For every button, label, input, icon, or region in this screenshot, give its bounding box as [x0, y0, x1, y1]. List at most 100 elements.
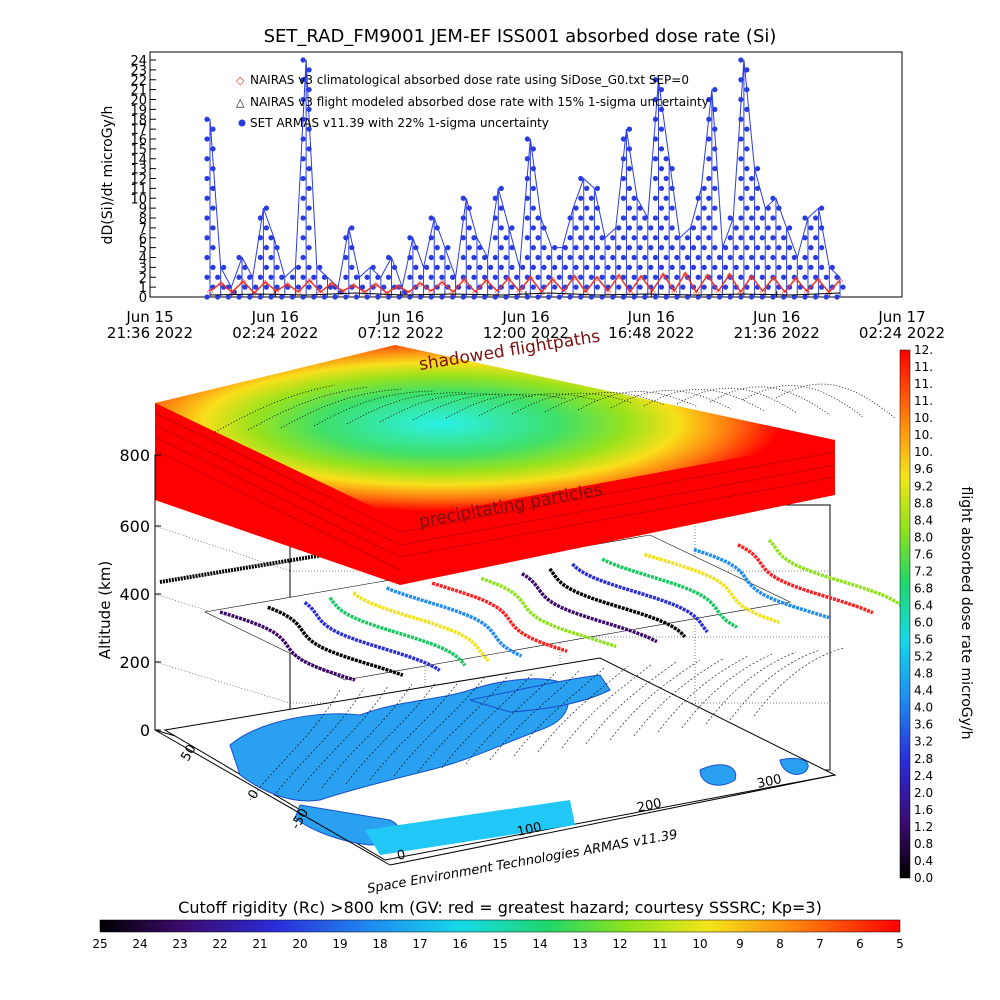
- slab-flightpath: [709, 386, 831, 416]
- dose-colorbar-tick-label: 2.8: [914, 752, 933, 766]
- legend-label-set-armas: SET ARMAS v11.39 with 22% 1-sigma uncert…: [250, 116, 549, 130]
- series-point-set-armas: [204, 254, 210, 261]
- ground-track: [657, 655, 749, 733]
- legend: ◇ NAIRAS v3 climatological absorbed dose…: [236, 73, 709, 130]
- dose-colorbar-tick-label: 11.: [914, 394, 933, 408]
- series-point-set-armas: [407, 294, 413, 300]
- series-point-set-armas: [300, 77, 306, 83]
- dose-colorbar-tick-label: 10.: [914, 411, 933, 425]
- series-point-set-armas: [514, 274, 520, 280]
- series-point-set-armas: [556, 274, 562, 280]
- dose-colorbar-tick-label: 8.0: [914, 530, 933, 544]
- series-point-set-armas: [680, 245, 686, 251]
- dose-colorbar-tick-label: 0.4: [914, 854, 933, 868]
- series-point-set-armas: [706, 156, 712, 162]
- dose-colorbar-tick-label: 3.6: [914, 718, 933, 732]
- y-tick-label: 8: [139, 212, 147, 227]
- rigidity-colorbar-tick-label: 11: [652, 937, 667, 951]
- y-tick-label: 5: [139, 242, 147, 257]
- series-point-set-armas: [573, 205, 579, 211]
- series-point-set-armas: [204, 274, 210, 280]
- series-point-set-armas: [738, 156, 744, 162]
- series-point-set-armas: [588, 274, 595, 280]
- ground-track: [681, 653, 773, 729]
- x-tick-label-3d: 0: [396, 848, 407, 864]
- series-point-set-armas: [829, 264, 835, 270]
- series-point-set-armas: [748, 235, 755, 241]
- slab-flightpath: [775, 383, 897, 420]
- series-point-set-armas: [738, 235, 744, 241]
- series-point-set-armas: [300, 116, 306, 122]
- series-point-set-armas: [567, 254, 573, 261]
- legend-marker-nairas-flight: △: [236, 96, 245, 109]
- series-point-set-armas: [300, 274, 306, 280]
- series-point-set-armas: [584, 264, 590, 270]
- front-edge-right: [389, 774, 836, 866]
- series-point-set-armas: [776, 245, 782, 251]
- series-point-set-armas: [695, 274, 701, 280]
- series-point-set-armas: [808, 245, 814, 251]
- dose-colorbar-tick-label: 2.4: [914, 769, 933, 783]
- series-point-set-armas: [509, 245, 515, 251]
- series-point-set-armas: [759, 274, 765, 280]
- x-tick-label-day: Jun 16: [376, 308, 424, 326]
- series-point-set-armas: [754, 166, 761, 172]
- series-point-set-armas: [274, 284, 280, 290]
- series-point-set-armas: [808, 225, 814, 231]
- series-point-set-armas: [556, 254, 562, 261]
- orbit-track: [328, 596, 467, 667]
- series-point-set-armas: [573, 264, 579, 270]
- series-point-set-armas: [455, 284, 462, 290]
- series-point-set-armas: [321, 274, 328, 280]
- series-point-set-armas: [236, 274, 242, 280]
- series-point-set-armas: [652, 235, 659, 241]
- series-point-set-armas: [317, 264, 323, 270]
- series-point-set-armas: [204, 195, 210, 201]
- series-point-set-armas: [637, 284, 643, 290]
- series-point-set-armas: [215, 274, 221, 280]
- series-point-set-armas: [727, 235, 733, 241]
- y-tick-label: 23: [130, 64, 147, 79]
- x-tick-label-day: Jun 16: [627, 308, 675, 326]
- series-point-set-armas: [637, 245, 643, 251]
- series-point-set-armas: [712, 87, 718, 93]
- series-point-set-armas: [530, 166, 536, 172]
- series-point-set-armas: [503, 235, 509, 241]
- series-point-set-armas: [658, 185, 665, 191]
- ground-track: [297, 685, 389, 793]
- series-point-set-armas: [257, 274, 263, 280]
- series-point-set-armas: [706, 235, 712, 241]
- series-point-set-armas: [776, 205, 782, 211]
- series-point-set-armas: [770, 195, 776, 201]
- y-tick-label: 20: [130, 94, 147, 109]
- series-point-set-armas: [754, 225, 761, 231]
- x-tick-label-day: Jun 16: [251, 308, 299, 326]
- ground-track: [561, 663, 653, 749]
- series-point-set-armas: [300, 136, 306, 142]
- series-point-set-armas: [787, 245, 793, 251]
- series-point-set-armas: [210, 225, 216, 231]
- series-point-set-armas: [738, 77, 744, 83]
- series-point-set-armas: [663, 254, 669, 261]
- series-point-set-armas: [359, 284, 366, 290]
- series-point-set-armas: [482, 254, 488, 261]
- series-point-set-armas: [652, 96, 659, 103]
- series-point-set-armas: [498, 225, 504, 231]
- series-point-set-armas: [652, 77, 659, 83]
- x-tick-label-day: Jun 17: [877, 308, 925, 326]
- series-point-set-armas: [343, 274, 349, 280]
- series-point-set-armas: [727, 294, 733, 300]
- rigidity-colorbar: Cutoff rigidity (Rc) >800 km (GV: red = …: [92, 898, 903, 951]
- series-point-set-armas: [263, 245, 269, 251]
- series-point-set-armas: [620, 215, 627, 221]
- series-point-set-armas: [652, 156, 659, 162]
- x-tick-label-time: 02:24 2022: [232, 324, 318, 342]
- rigidity-colorbar-tick-label: 10: [692, 937, 707, 951]
- series-point-set-armas: [460, 195, 466, 201]
- series-point-set-armas: [748, 195, 755, 201]
- orbit-track: [643, 552, 781, 625]
- series-point-set-armas: [706, 215, 712, 221]
- series-point-set-armas: [343, 254, 349, 261]
